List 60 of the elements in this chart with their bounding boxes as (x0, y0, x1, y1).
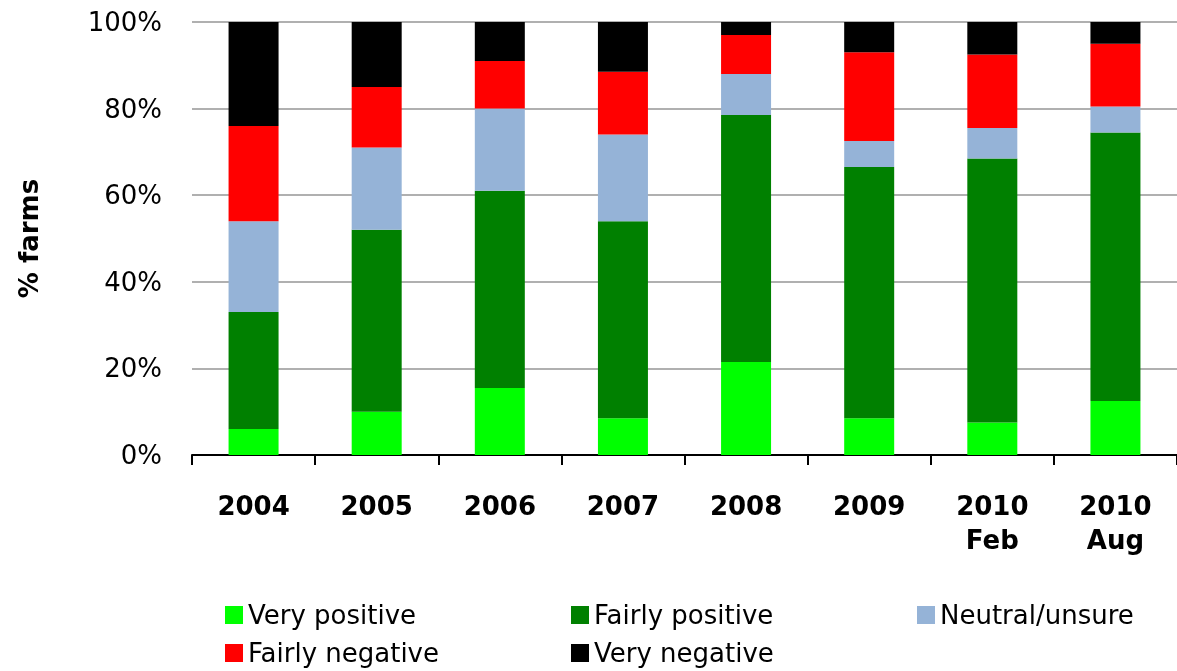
bar (474, 22, 525, 61)
bar (228, 22, 279, 126)
legend-label: Fairly negative (248, 638, 440, 668)
bar (351, 147, 402, 230)
x-tick-label: 2010 Aug (1079, 491, 1152, 555)
y-tick-label: 40% (104, 266, 162, 297)
x-tick-label: 2008 (709, 491, 783, 521)
bar (721, 73, 772, 116)
bar (474, 387, 525, 455)
bar (721, 22, 772, 35)
x-tick-label: 2010 Feb (956, 491, 1029, 555)
y-tick-label: 80% (104, 93, 162, 124)
x-tick-label: 2009 (833, 491, 906, 521)
y-tick-label: 60% (104, 180, 162, 211)
bar (844, 141, 895, 168)
bar (597, 71, 648, 135)
bar (474, 108, 525, 191)
bar (844, 22, 895, 53)
bar (721, 361, 772, 455)
bar (597, 418, 648, 455)
bar (967, 128, 1018, 159)
bar (228, 429, 279, 455)
bar (351, 22, 402, 87)
bar (228, 221, 279, 313)
x-tick-label: 2006 (463, 491, 536, 521)
bar (1090, 43, 1141, 107)
bar (351, 411, 402, 455)
x-tick-label: 2007 (586, 491, 660, 521)
bar (967, 54, 1018, 129)
bar (844, 167, 895, 419)
bar (721, 34, 772, 74)
x-tick-label: 2005 (340, 491, 413, 521)
bar (844, 52, 895, 142)
legend-label: Neutral/unsure (940, 600, 1134, 630)
bar (967, 22, 1018, 55)
bar (228, 312, 279, 430)
bar (351, 229, 402, 412)
bar (1090, 22, 1141, 44)
y-tick-label: 0% (120, 440, 162, 470)
bar (1090, 400, 1141, 455)
bar (597, 22, 648, 72)
bar (474, 190, 525, 388)
bar (1090, 106, 1141, 133)
bar (474, 60, 525, 109)
bar (1090, 132, 1141, 401)
bar (967, 158, 1018, 423)
bar (721, 115, 772, 362)
bar (967, 422, 1018, 455)
bar (597, 221, 648, 419)
y-tick-label: 100% (87, 7, 162, 37)
bar (844, 418, 895, 455)
legend-label: Very positive (248, 600, 417, 630)
legend-label: Fairly positive (594, 600, 774, 630)
y-tick-label: 20% (104, 353, 162, 384)
bar (228, 125, 279, 222)
bar (351, 86, 402, 148)
legend-label: Very negative (594, 638, 774, 668)
x-tick-label: 2004 (217, 491, 290, 521)
bar (597, 134, 648, 222)
y-axis-title: % farms (14, 178, 44, 299)
